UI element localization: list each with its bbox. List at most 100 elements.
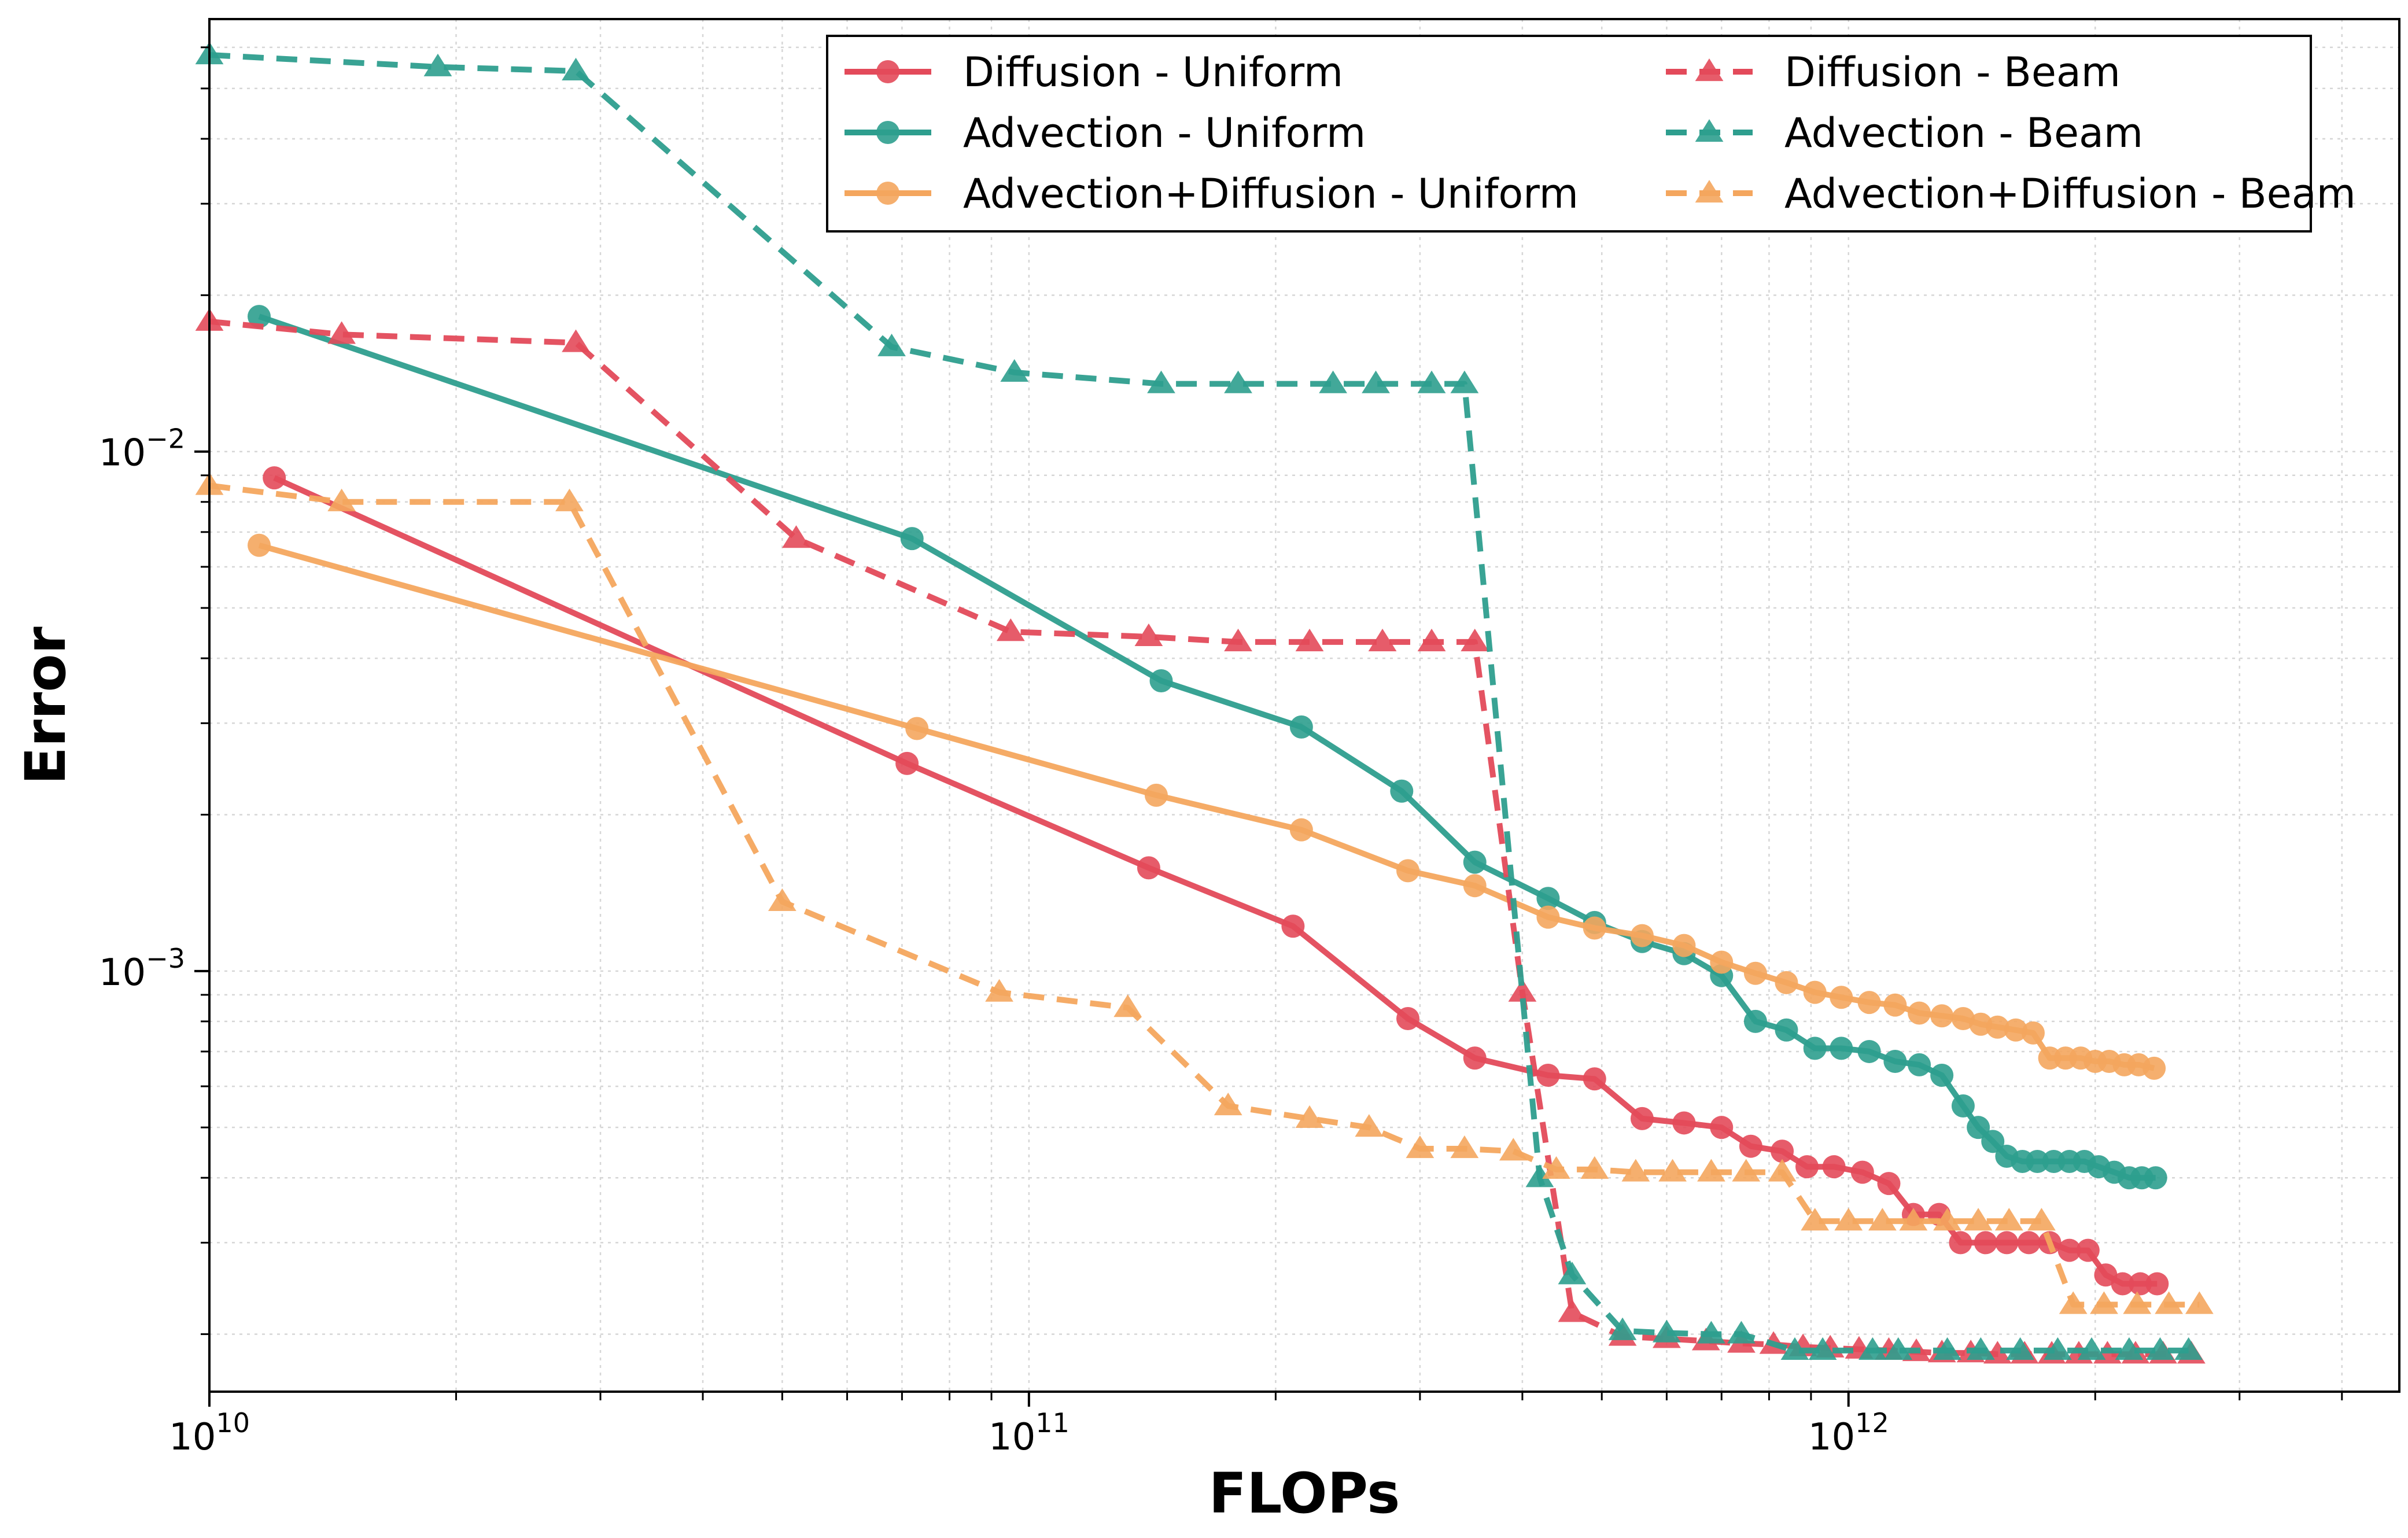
- data-point: [2026, 1150, 2049, 1174]
- data-point: [1710, 1116, 1734, 1139]
- data-point: [1858, 1337, 1887, 1360]
- data-point: [1508, 979, 1537, 1002]
- legend: Diffusion - Uniform Advection - Uniform Ad…: [826, 35, 2356, 233]
- data-point: [1463, 874, 1487, 898]
- y-tick-label: 10−2: [99, 423, 185, 475]
- data-point: [2076, 1238, 2100, 1262]
- data-point: [1883, 993, 1907, 1017]
- data-point: [1697, 1321, 1725, 1344]
- series-0: [263, 466, 2169, 1296]
- data-point: [1417, 370, 1446, 393]
- data-point: [2027, 1208, 2056, 1231]
- data-point: [1417, 628, 1446, 651]
- data-point: [1289, 818, 1313, 842]
- data-point: [1877, 1172, 1901, 1196]
- data-point: [1536, 887, 1560, 910]
- x-tick-label: 1011: [989, 1407, 1070, 1459]
- data-point: [248, 305, 271, 329]
- data-point: [1144, 783, 1168, 807]
- data-point: [1803, 980, 1827, 1004]
- grid: [208, 19, 2399, 1392]
- data-point: [1986, 1015, 2009, 1039]
- data-point: [2129, 1272, 2152, 1296]
- series-layer: [195, 42, 2214, 1364]
- data-point: [1710, 950, 1734, 974]
- series-2: [248, 533, 2166, 1080]
- data-point: [1224, 628, 1252, 651]
- data-point: [2038, 1046, 2062, 1070]
- legend-box: [826, 35, 2312, 233]
- data-point: [1834, 1208, 1863, 1231]
- data-point: [1147, 370, 1175, 393]
- data-point: [895, 751, 919, 775]
- data-point: [1803, 1037, 1827, 1060]
- data-point: [1995, 1231, 2019, 1255]
- data-point: [1536, 1064, 1560, 1087]
- data-point: [1967, 1116, 1990, 1139]
- data-point: [1396, 1007, 1420, 1031]
- data-point: [1390, 779, 1414, 803]
- data-point: [905, 717, 929, 740]
- data-point: [1727, 1321, 1756, 1344]
- data-point: [2006, 1337, 2034, 1360]
- data-point: [1355, 1114, 1384, 1137]
- data-point: [2021, 1021, 2045, 1045]
- data-point: [2174, 1337, 2203, 1360]
- data-point: [555, 488, 584, 511]
- data-point: [900, 527, 924, 551]
- data-point: [1933, 1208, 1961, 1231]
- data-point: [1214, 1093, 1242, 1116]
- data-point: [562, 57, 590, 81]
- data-point: [2044, 1337, 2072, 1360]
- series-4: [195, 42, 2203, 1360]
- data-point: [1795, 1155, 1819, 1179]
- data-point: [1368, 628, 1397, 651]
- data-point: [1739, 1134, 1762, 1158]
- data-point: [1974, 1231, 1997, 1255]
- data-point: [1137, 856, 1160, 880]
- legend-marker: [1695, 119, 1724, 142]
- data-point: [2144, 1166, 2167, 1190]
- data-point: [1672, 1111, 1696, 1135]
- data-point: [327, 488, 356, 511]
- data-point: [1951, 1094, 1975, 1118]
- data-point: [1406, 1135, 1435, 1159]
- legend-label: Advection+Diffusion - Beam: [1784, 170, 2356, 217]
- data-point: [1908, 1001, 1931, 1025]
- legend-label: Advection - Beam: [1784, 109, 2143, 157]
- data-point: [2077, 1337, 2106, 1360]
- data-point: [1289, 715, 1313, 739]
- data-point: [1558, 1299, 1587, 1322]
- data-point: [2111, 1272, 2134, 1296]
- data-point: [2115, 1337, 2144, 1360]
- data-point: [1461, 628, 1489, 651]
- data-point: [1857, 991, 1881, 1015]
- legend-item: Diffusion - Beam: [1666, 49, 2121, 96]
- data-point: [782, 525, 810, 548]
- data-point: [2143, 1056, 2166, 1080]
- data-point: [248, 533, 271, 557]
- data-point: [1362, 370, 1390, 393]
- data-point: [1525, 1164, 1554, 1187]
- data-point: [1697, 1159, 1725, 1182]
- data-point: [2155, 1291, 2184, 1314]
- data-point: [1463, 850, 1487, 874]
- data-point: [1933, 1337, 1961, 1360]
- data-point: [1801, 1208, 1830, 1231]
- data-point: [768, 888, 796, 911]
- data-point: [1884, 1337, 1913, 1360]
- data-point: [1908, 1053, 1931, 1076]
- x-axis-title: FLOPs: [1209, 1461, 1400, 1526]
- data-point: [1295, 1105, 1324, 1128]
- data-point: [1868, 1208, 1897, 1231]
- plot-frame: [208, 18, 2400, 1393]
- data-point: [1319, 370, 1347, 393]
- legend-item: Diffusion - Uniform: [845, 49, 1343, 96]
- data-point: [2090, 1291, 2118, 1314]
- data-point: [1899, 1208, 1928, 1231]
- data-point: [327, 321, 356, 344]
- data-point: [1883, 1050, 1907, 1074]
- data-point: [1930, 1004, 1954, 1028]
